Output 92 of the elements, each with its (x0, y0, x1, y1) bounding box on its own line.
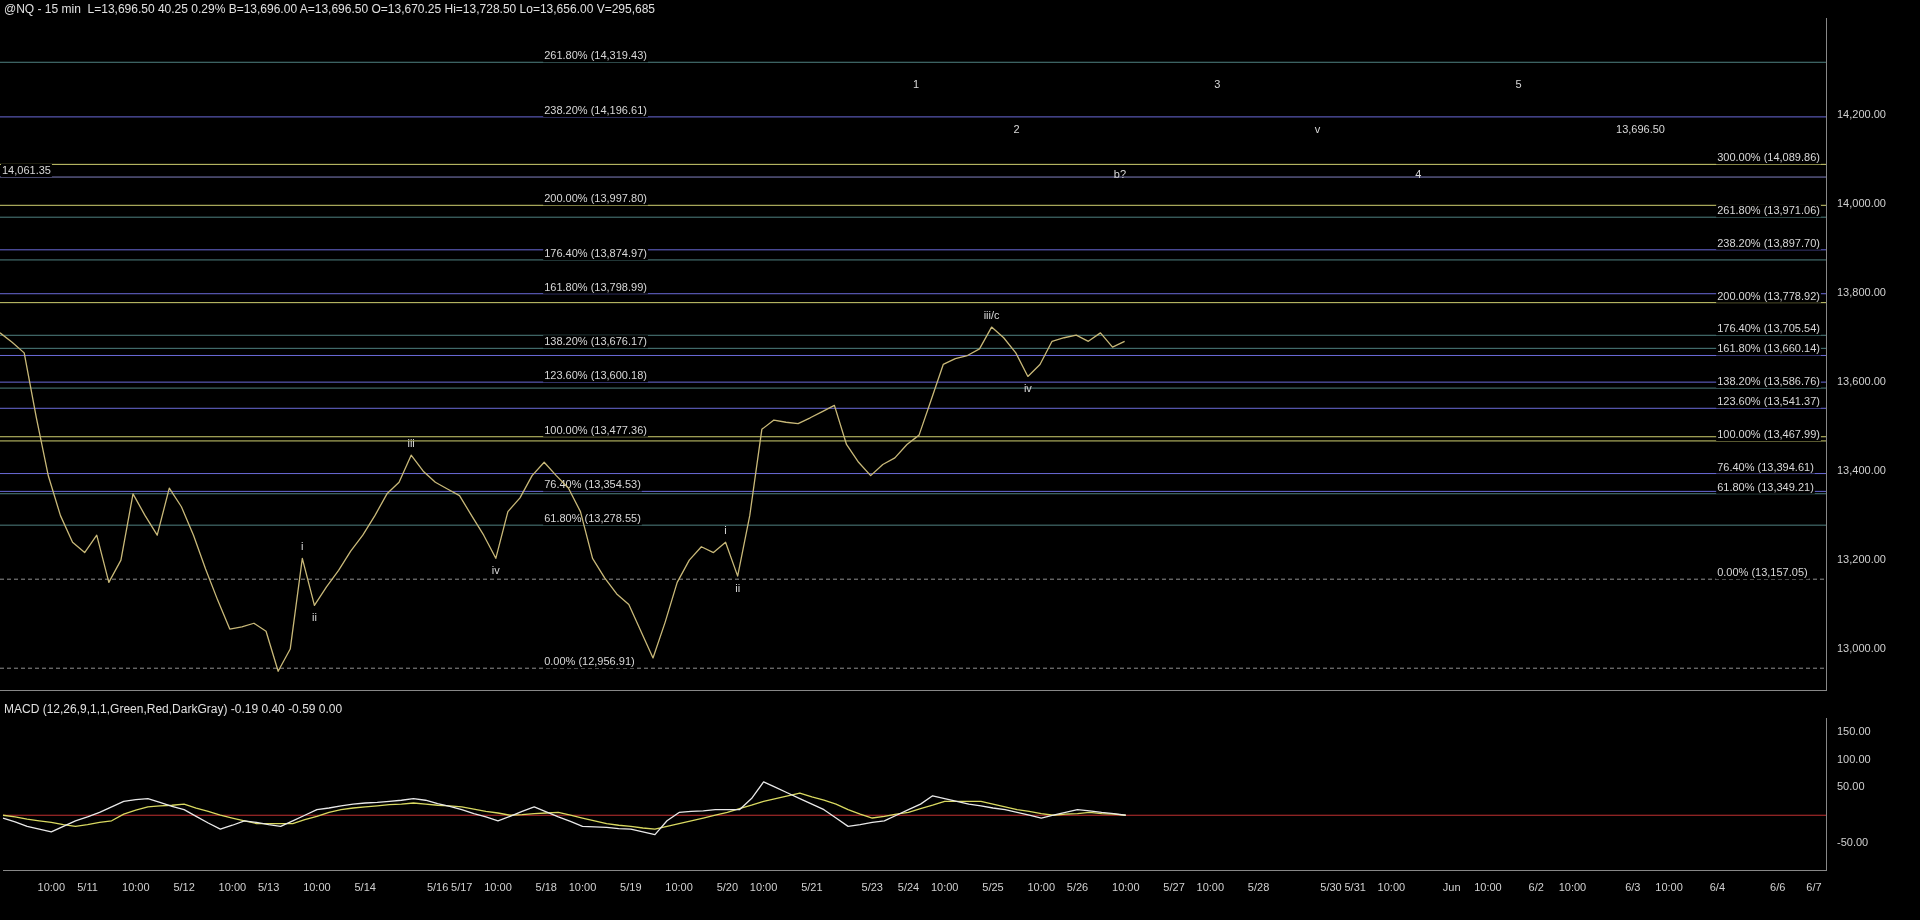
x-tick-label: 10:00 (568, 881, 597, 894)
data-label: iii/c (983, 309, 1001, 322)
annotation: 100.00% (13,477.36) (544, 423, 647, 436)
annotation: 261.80% (14,319.43) (544, 49, 647, 62)
x-tick-label: 10:00 (1474, 881, 1502, 894)
x-tick-label: 10:00 (1377, 881, 1406, 894)
x-tick-label: 10:00 (1655, 881, 1683, 894)
x-tick-label: 10:00 (749, 881, 778, 894)
y-tick-label: 14,200.00 (1837, 108, 1886, 121)
y-tick-label: 13,600.00 (1837, 375, 1886, 388)
annotation: 13,696.50 (1616, 123, 1665, 135)
annotation: 100.00% (13,467.99) (1717, 427, 1820, 440)
y-tick-label: 13,800.00 (1837, 286, 1886, 299)
annotation: b? (1113, 168, 1127, 180)
x-tick-label: 10:00 (122, 881, 150, 894)
annotation: 123.60% (13,541.37) (1717, 395, 1820, 408)
x-tick-label: 10:00 (484, 881, 512, 894)
x-tick-label: 10:00 (1196, 881, 1225, 894)
annotation: 1 (913, 78, 920, 90)
x-tick-label: 6/2 (1528, 881, 1544, 894)
x-tick-label: 5/23 (861, 881, 883, 894)
x-tick-label: 5/12 (173, 881, 195, 894)
x-tick-label: 5/30 (1320, 881, 1342, 894)
annotation: 138.20% (13,586.76) (1717, 375, 1820, 388)
x-tick-label: 5/19 (620, 881, 642, 894)
annotation: 161.80% (13,798.99) (544, 280, 647, 293)
x-tick-label: 5/31 (1344, 881, 1366, 894)
annotation: 123.60% (13,600.18) (544, 369, 647, 382)
x-tick-label: 5/11 (77, 881, 98, 894)
y-tick-label: 100.00 (1837, 752, 1871, 765)
annotation: 5 (1515, 78, 1522, 90)
data-label: i (301, 540, 304, 553)
annotation: 176.40% (13,874.97) (544, 246, 647, 259)
y-tick-label: 150.00 (1837, 724, 1871, 737)
x-tick-label: 5/14 (354, 881, 376, 894)
annotation: 76.40% (13,394.61) (1717, 460, 1814, 473)
annotation: 61.80% (13,278.55) (544, 512, 641, 525)
data-label: iv (1023, 382, 1033, 395)
data-label: ii (311, 611, 317, 624)
y-tick-label: 13,200.00 (1837, 553, 1886, 566)
x-tick-label: 5/20 (716, 881, 739, 894)
y-tick-label: 13,000.00 (1837, 642, 1886, 655)
data-label: iv (491, 564, 501, 577)
annotation: 300.00% (14,089.86) (1717, 151, 1820, 164)
data-label: i (724, 524, 727, 537)
data-label: ii (735, 582, 741, 595)
annotation: v (1314, 123, 1321, 135)
y-tick-label: 13,400.00 (1837, 464, 1886, 477)
x-tick-label: 10:00 (1112, 881, 1140, 894)
x-tick-label: 10:00 (303, 881, 331, 894)
annotation: 200.00% (13,997.80) (544, 192, 647, 205)
annotation: 0.00% (13,157.05) (1717, 566, 1808, 579)
x-tick-label: Jun (1442, 881, 1461, 894)
x-tick-label: 5/18 (535, 881, 557, 894)
x-tick-label: 5/27 (1163, 881, 1185, 894)
x-tick-label: 10:00 (665, 881, 693, 894)
x-tick-label: 6/3 (1625, 881, 1641, 894)
x-tick-label: 5/21 (801, 881, 823, 894)
chart-title: @NQ - 15 min L=13,696.50 40.25 0.29% B=13,696.00 A=13,696.50 O=13,670.25 Hi=13,728.50 Lo=13,656.00 V=295,685 (4, 2, 656, 16)
annotation: 176.40% (13,705.54) (1717, 322, 1820, 335)
x-tick-label: 5/28 (1247, 881, 1270, 894)
annotation: 238.20% (14,196.61) (544, 103, 647, 116)
annotation: 161.80% (13,660.14) (1717, 342, 1820, 355)
annotation: 261.80% (13,971.06) (1717, 204, 1820, 217)
annotation: 200.00% (13,778.92) (1717, 289, 1820, 302)
annotation: 0.00% (12,956.91) (544, 655, 635, 668)
annotation: 138.20% (13,676.17) (544, 335, 647, 348)
y-tick-label: 14,000.00 (1837, 197, 1886, 210)
x-tick-label: 6/4 (1709, 881, 1725, 894)
x-tick-label: 10:00 (37, 881, 66, 894)
annotation: 2 (1013, 123, 1020, 135)
annotation: 61.80% (13,349.21) (1717, 480, 1814, 493)
x-tick-label: 10:00 (1558, 881, 1587, 894)
chart-title: MACD (12,26,9,1,1,Green,Red,DarkGray) -0.19 0.40 -0.59 0.00 (4, 702, 343, 716)
x-tick-label: 5/13 (257, 881, 280, 894)
annotation: 4 (1415, 168, 1422, 180)
x-tick-label: 5/17 (451, 881, 473, 894)
x-tick-label: 6/7 (1806, 881, 1822, 894)
x-tick-label: 5/24 (897, 881, 920, 894)
y-tick-label: -50.00 (1837, 836, 1869, 849)
x-tick-label: 6/6 (1770, 881, 1786, 894)
y-tick-label: 50.00 (1837, 780, 1865, 793)
annotation: 238.20% (13,897.70) (1717, 236, 1820, 249)
data-label: iii (407, 437, 415, 450)
x-tick-label: 5/16 (426, 881, 449, 894)
x-tick-label: 5/25 (982, 881, 1004, 894)
x-tick-label: 10:00 (1027, 881, 1056, 894)
x-tick-label: 10:00 (930, 881, 959, 894)
x-tick-label: 5/26 (1066, 881, 1089, 894)
annotation: 3 (1214, 78, 1221, 90)
annotation: 14,061.35 (2, 164, 51, 177)
x-tick-label: 10:00 (218, 881, 247, 894)
